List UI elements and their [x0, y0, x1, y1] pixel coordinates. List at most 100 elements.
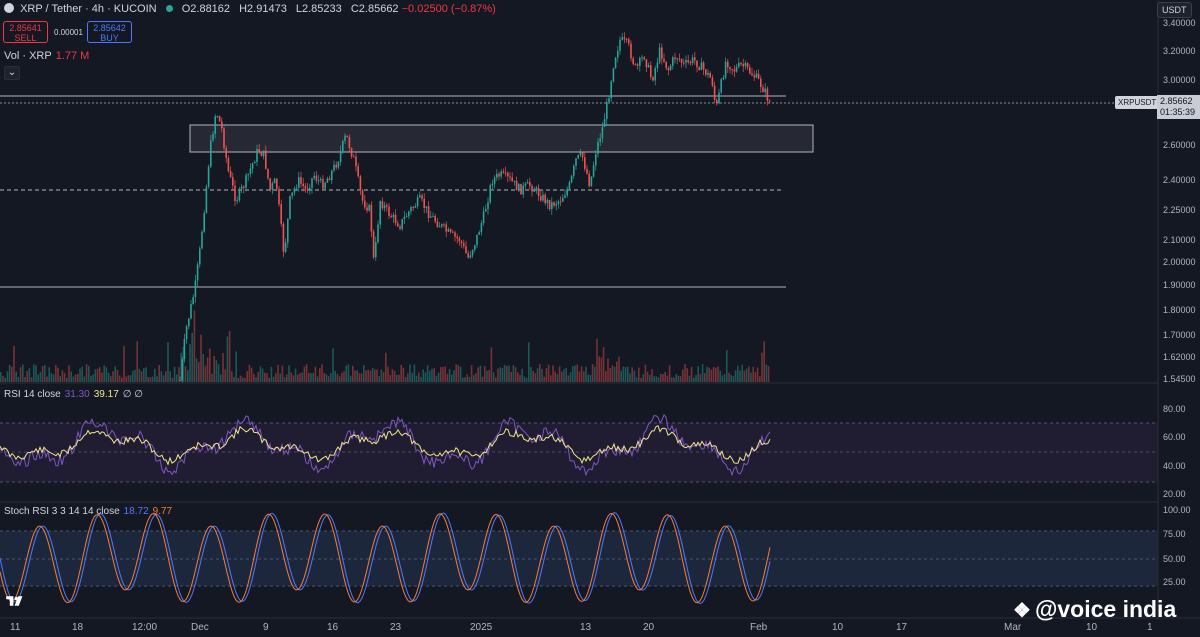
- volume-bar: [420, 377, 422, 382]
- volume-bar: [184, 366, 187, 382]
- volume-bar: [376, 369, 378, 382]
- candle-body: [735, 66, 738, 72]
- candle-body: [432, 216, 434, 218]
- volume-bar: [294, 368, 297, 382]
- volume-bar: [255, 377, 257, 382]
- volume-bar: [162, 375, 165, 382]
- volume-bar: [261, 368, 264, 382]
- candle-body: [489, 185, 491, 203]
- candle-body: [652, 77, 654, 81]
- volume-bar: [182, 346, 185, 382]
- volume-bar: [354, 370, 356, 382]
- volume-bar: [209, 348, 211, 382]
- candle-body: [205, 186, 208, 213]
- volume-bar: [200, 334, 202, 382]
- volume-bar: [563, 369, 565, 382]
- symbol-legend: XRP / Tether · 4h · KUCOIN O2.88162 H2.9…: [4, 3, 496, 15]
- currency-selector[interactable]: USDT: [1157, 2, 1192, 18]
- current-price-tag: 2.85662 01:35:39: [1157, 95, 1200, 119]
- price-axis-tick: 3.20000: [1163, 46, 1196, 56]
- candle-body: [375, 242, 377, 258]
- volume-bar: [17, 376, 20, 382]
- volume-bar: [35, 365, 37, 382]
- volume-bar: [305, 364, 308, 382]
- candle-body: [309, 187, 311, 190]
- volume-bar: [598, 356, 600, 382]
- volume-bar: [695, 374, 697, 382]
- price-axis-tick: 3.00000: [1163, 75, 1196, 85]
- candle-body: [672, 57, 674, 66]
- sell-button[interactable]: 2.85641 SELL: [3, 21, 48, 43]
- candle-body: [353, 156, 355, 158]
- buy-button[interactable]: 2.85642 BUY: [87, 21, 132, 43]
- candle-body: [414, 206, 417, 208]
- volume-bar: [435, 375, 438, 382]
- volume-bar: [640, 377, 642, 382]
- volume-bar: [455, 364, 457, 382]
- time-axis-tick: 10: [832, 622, 844, 633]
- volume-bar: [721, 375, 724, 382]
- chevron-down-icon[interactable]: ⌄: [4, 66, 20, 80]
- volume-bar: [169, 371, 171, 382]
- candle-body: [324, 182, 326, 189]
- volume-bar: [499, 367, 501, 382]
- volume-bar: [44, 364, 46, 382]
- candle-body: [555, 203, 557, 206]
- volume-bar: [281, 365, 284, 382]
- candle-body: [522, 185, 524, 195]
- candle-body: [731, 69, 733, 71]
- volume-bar: [92, 374, 94, 382]
- candle-body: [392, 214, 395, 218]
- volume-bar: [299, 373, 301, 382]
- volume-bar: [662, 374, 664, 382]
- candle-body: [509, 176, 511, 178]
- stoch-legend: Stoch RSI 3 3 14 14 close 18.72 9.77: [4, 506, 172, 517]
- candle-body: [221, 121, 223, 129]
- candle-body: [502, 171, 505, 173]
- candle-body: [680, 59, 683, 63]
- volume-bar: [72, 376, 75, 382]
- candle-body: [573, 165, 575, 176]
- volume-bar: [46, 376, 48, 382]
- volume-bar: [283, 377, 286, 382]
- volume-bar: [411, 372, 413, 382]
- candle-body: [269, 178, 271, 190]
- candle-body: [412, 207, 414, 209]
- spread-value: 0.00001: [54, 28, 83, 37]
- volume-bar: [173, 366, 176, 382]
- candle-body: [507, 172, 509, 177]
- candle-body: [515, 180, 518, 191]
- candle-body: [397, 223, 399, 227]
- volume-bar: [239, 375, 242, 382]
- volume-bar: [143, 368, 145, 382]
- volume-bar: [657, 377, 660, 382]
- price-axis-tick: 2.60000: [1163, 140, 1196, 150]
- time-axis-tick: 17: [896, 622, 908, 633]
- volume-bar: [0, 372, 2, 382]
- volume-bar: [338, 376, 341, 382]
- candle-body: [249, 168, 252, 174]
- volume-bar: [101, 372, 103, 382]
- candle-body: [577, 154, 579, 159]
- volume-bar: [490, 347, 493, 382]
- volume-bar: [253, 373, 255, 382]
- volume-bar: [561, 371, 563, 382]
- volume-bar: [367, 369, 369, 382]
- volume-bar: [418, 372, 420, 382]
- candle-body: [370, 204, 373, 232]
- tradingview-logo-icon[interactable]: [6, 595, 28, 607]
- candle-body: [284, 242, 287, 252]
- candle-body: [500, 171, 502, 177]
- candle-body: [520, 183, 522, 195]
- volume-bar: [341, 372, 343, 382]
- time-axis-tick: 23: [390, 622, 402, 633]
- symbol-name[interactable]: XRP / Tether · 4h · KUCOIN: [20, 3, 157, 15]
- volume-bar: [510, 371, 512, 382]
- candle-body: [597, 141, 599, 155]
- volume-bar: [154, 368, 156, 382]
- volume-bar: [310, 373, 312, 382]
- candle-body: [553, 202, 555, 206]
- zone-rectangle: [189, 124, 814, 153]
- volume-bar: [468, 376, 471, 382]
